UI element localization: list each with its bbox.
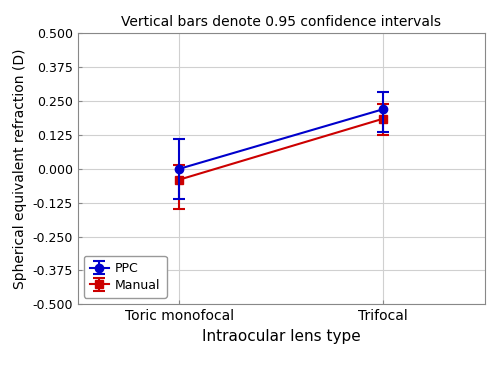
Title: Vertical bars denote 0.95 confidence intervals: Vertical bars denote 0.95 confidence int… (121, 16, 442, 29)
Y-axis label: Spherical equivalent refraction (D): Spherical equivalent refraction (D) (12, 49, 26, 289)
X-axis label: Intraocular lens type: Intraocular lens type (202, 329, 360, 344)
Legend: PPC, Manual: PPC, Manual (84, 256, 167, 298)
